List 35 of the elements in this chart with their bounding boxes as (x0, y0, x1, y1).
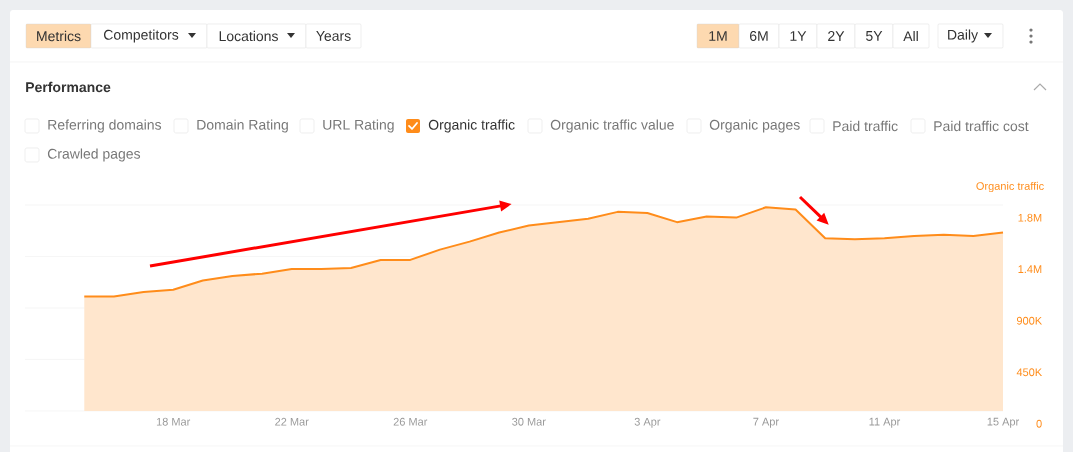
text: Organic traffic value (550, 119, 674, 133)
text: 6M (750, 31, 768, 41)
y-tick-label: 900K (1016, 316, 1043, 325)
text: All (903, 30, 918, 42)
x-tick-label: 26 Mar (393, 417, 428, 426)
x-tick-label: 22 Mar (275, 417, 309, 426)
text: Daily (948, 29, 979, 43)
text: Competitors (103, 29, 179, 43)
x-tick-label: 15 Apr (987, 417, 1020, 428)
y-tick-label: 1.8M (1018, 213, 1042, 222)
text: Metrics (37, 30, 81, 42)
text: Organic pages (709, 119, 800, 133)
text: Years (316, 31, 351, 41)
text: Referring domains (48, 119, 162, 133)
text: Organic traffic (428, 119, 515, 133)
text: 1Y (790, 31, 807, 41)
chart-title: Performance (26, 81, 111, 93)
y-tick-label: 450K (1016, 368, 1043, 377)
text: 2Y (828, 31, 845, 41)
text: Paid traffic cost (934, 120, 1029, 132)
x-tick-label: 11 Apr (869, 417, 901, 428)
text: 1M (709, 31, 727, 41)
x-tick-label: 7 Apr (753, 417, 779, 428)
x-tick-label: 3 Apr (634, 417, 661, 428)
y-tick-label: 1.4M (1018, 265, 1042, 273)
text: Crawled pages (47, 148, 141, 162)
text: Domain Rating (197, 119, 288, 133)
text: 5Y (866, 31, 883, 41)
y-tick-label: 0 (1036, 419, 1042, 428)
x-tick-label: 30 Mar (512, 417, 546, 426)
text: Locations (219, 30, 278, 42)
text: URL Rating (323, 119, 394, 133)
x-tick-label: 18 Mar (156, 417, 191, 426)
text: Paid traffic (833, 120, 898, 132)
y-axis-title: Organic traffic (976, 181, 1044, 193)
